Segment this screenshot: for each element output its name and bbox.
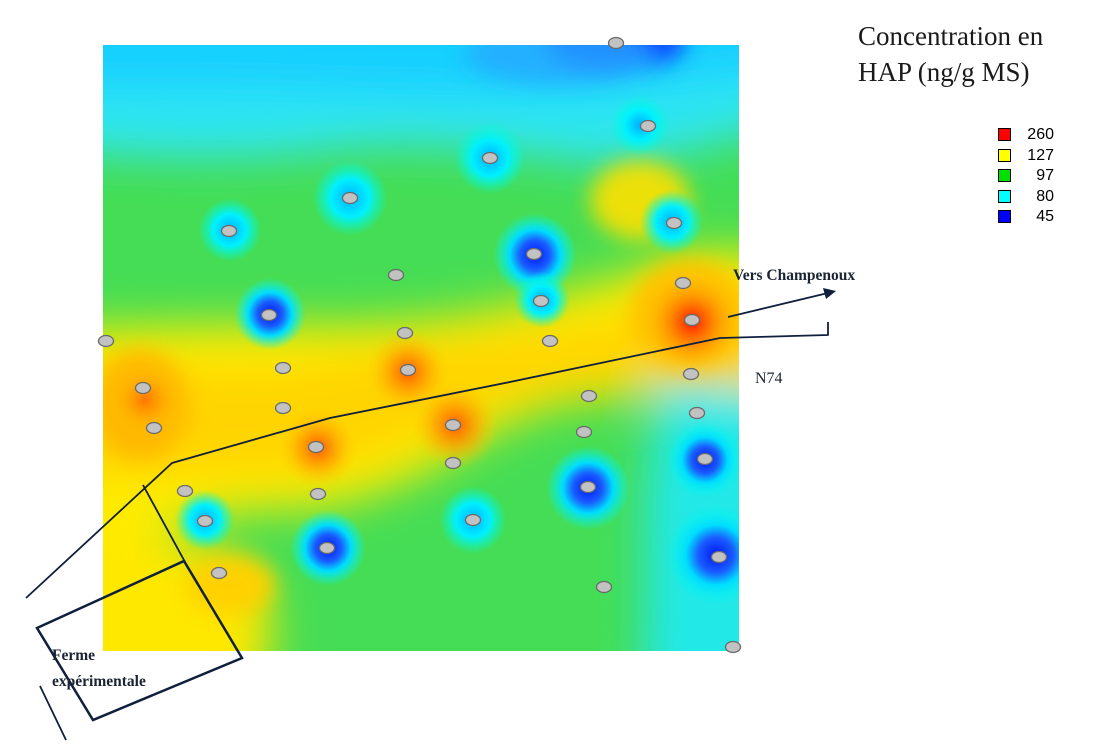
farm-pointer-line — [39, 685, 67, 741]
legend-swatch — [998, 128, 1011, 141]
road-n74 — [25, 292, 829, 741]
sample-point-marker — [665, 216, 683, 230]
legend-title: Concentration en HAP (ng/g MS) — [858, 18, 1113, 90]
sample-point-marker — [580, 389, 598, 403]
sample-point-marker — [595, 580, 613, 594]
label-road-n74: N74 — [755, 370, 783, 387]
sample-point-marker — [341, 191, 359, 205]
sample-point-marker — [145, 421, 163, 435]
sample-points — [97, 36, 742, 654]
sample-point-marker — [682, 367, 700, 381]
sample-point-marker — [683, 313, 701, 327]
legend-swatch — [998, 189, 1011, 203]
sample-point-marker — [97, 334, 115, 348]
legend-value: 127 — [1027, 146, 1054, 164]
legend-value: 80 — [1036, 187, 1054, 205]
arrow-head-icon — [823, 288, 836, 299]
sample-point-marker — [309, 487, 327, 501]
legend-swatch — [998, 148, 1011, 162]
road-line — [25, 322, 829, 599]
concentration-surface — [103, 45, 739, 651]
legend-swatch — [998, 169, 1011, 182]
farm-access-line — [142, 484, 186, 563]
sample-point-marker — [674, 276, 692, 290]
legend-value: 97 — [1036, 167, 1054, 184]
sample-point-marker — [387, 268, 405, 282]
sample-point-marker — [464, 513, 482, 527]
legend-swatch — [998, 210, 1011, 223]
label-ferme-line1: Ferme — [52, 647, 96, 664]
sample-point-marker — [196, 514, 214, 528]
label-vers-champenoux: Vers Champenoux — [733, 267, 856, 284]
sample-point-marker — [396, 326, 414, 340]
sample-point-marker — [607, 36, 625, 50]
sample-point-marker — [260, 308, 278, 322]
label-ferme-experimentale: Ferme expérimentale — [52, 643, 146, 695]
sample-point-marker — [444, 418, 462, 432]
sample-point-marker — [399, 363, 417, 377]
sample-point-marker — [525, 247, 543, 261]
sample-point-marker — [541, 334, 559, 348]
sample-point-marker — [220, 224, 238, 238]
legend-value: 260 — [1027, 126, 1054, 143]
sample-point-marker — [210, 566, 228, 580]
sample-point-marker — [575, 425, 593, 439]
legend-title-line2: HAP (ng/g MS) — [858, 57, 1030, 87]
sample-point-marker — [532, 294, 550, 308]
label-ferme-line2: expérimentale — [52, 673, 146, 690]
sample-point-marker — [710, 550, 728, 564]
sample-point-marker — [639, 119, 657, 133]
legend-title-line1: Concentration en — [858, 21, 1044, 51]
sample-point-marker — [274, 361, 292, 375]
sample-point-marker — [724, 640, 742, 654]
sample-point-marker — [318, 541, 336, 555]
sample-point-marker — [444, 456, 462, 470]
sample-point-marker — [696, 452, 714, 466]
sample-point-marker — [688, 406, 706, 420]
arrow-line — [727, 292, 829, 318]
sample-point-marker — [274, 401, 292, 415]
legend-value: 45 — [1036, 208, 1054, 225]
sample-point-marker — [176, 484, 194, 498]
sample-point-marker — [481, 151, 499, 165]
farm-outline — [35, 559, 244, 722]
sample-point-marker — [134, 381, 152, 395]
sample-point-marker — [307, 440, 325, 454]
sample-point-marker — [579, 480, 597, 494]
